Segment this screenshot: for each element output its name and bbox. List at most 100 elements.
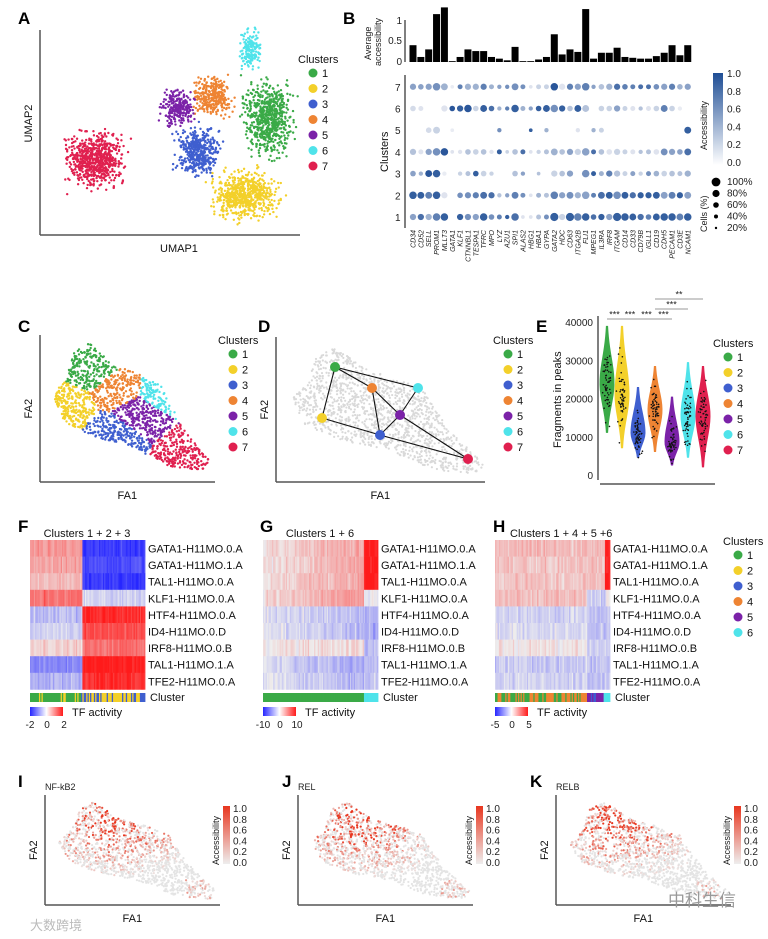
fa-c-point-c1 xyxy=(68,369,71,372)
umap-point-c5 xyxy=(193,117,196,121)
umap-point-c5 xyxy=(170,110,174,113)
dot-CD33-c6 xyxy=(630,106,636,111)
dot-NCAM1-c2 xyxy=(684,191,692,199)
umap-point-c6 xyxy=(247,47,250,50)
umap-point-c1 xyxy=(274,112,277,116)
umap-point-c2 xyxy=(266,207,269,210)
umap-point-c3 xyxy=(173,153,176,157)
umap-point-c3 xyxy=(204,156,207,160)
umap-point-c5 xyxy=(193,98,197,101)
umap-point-c7 xyxy=(101,146,105,150)
fa-c-point-c7 xyxy=(156,457,159,460)
fa-c-point-c3 xyxy=(99,420,102,423)
umap-point-c2 xyxy=(222,216,225,219)
fa-c-point-c4 xyxy=(121,382,125,385)
dot-HBG1-c6 xyxy=(528,106,533,111)
fa-c-point-c5 xyxy=(125,413,128,417)
fa-c-point-c5 xyxy=(128,410,131,413)
fa-c-point-c2 xyxy=(70,410,74,413)
umap-point-c7 xyxy=(88,154,91,157)
umap-point-c4 xyxy=(210,97,213,100)
umap-point-c1 xyxy=(273,159,276,162)
fa-c-point-c3 xyxy=(104,413,107,416)
dot-CD33-c4 xyxy=(630,149,636,155)
umap-point-c5 xyxy=(172,117,176,120)
umap-point-c1 xyxy=(263,98,267,101)
fa-c-point-c5 xyxy=(163,422,166,425)
umap-point-c5 xyxy=(182,103,186,106)
umap-point-c1 xyxy=(288,116,291,119)
umap-point-c3 xyxy=(194,138,198,142)
fa-c-point-c2 xyxy=(62,406,65,410)
umap-point-c1 xyxy=(273,148,276,151)
fa-c-point-c1 xyxy=(83,350,86,354)
umap-point-c7 xyxy=(112,179,116,182)
umap-point-c3 xyxy=(214,148,217,152)
umap-point-c4 xyxy=(214,100,218,103)
bar-IGLL1 xyxy=(645,58,652,62)
fa-c-point-c1 xyxy=(110,370,113,374)
fa-c-point-c2 xyxy=(64,412,67,415)
fa-c-point-c4 xyxy=(107,410,111,413)
fa-c-point-c3 xyxy=(139,445,143,449)
umap-point-c2 xyxy=(221,192,225,196)
umap-point-c2 xyxy=(275,206,278,210)
umap-point-c3 xyxy=(173,139,176,142)
umap-point-c7 xyxy=(105,158,108,162)
umap-point-c3 xyxy=(209,166,212,170)
umap-point-c6 xyxy=(246,36,250,40)
fa-c-point-c3 xyxy=(125,433,128,436)
umap-point-c6 xyxy=(249,43,253,47)
umap-point-c3 xyxy=(195,142,199,145)
umap-point-c2 xyxy=(262,185,266,188)
umap-point-c7 xyxy=(86,183,89,187)
fa-c-point-c5 xyxy=(148,403,151,406)
fa-c-point-c5 xyxy=(148,425,152,428)
umap-point-c7 xyxy=(105,155,109,159)
fa-c-point-c7 xyxy=(166,463,169,467)
fa-c-point-c3 xyxy=(83,430,87,434)
fa-c-point-c3 xyxy=(107,432,110,435)
umap-point-c7 xyxy=(88,165,91,168)
umap-point-c7 xyxy=(67,138,70,141)
umap-point-c7 xyxy=(110,179,113,182)
umap-point-c7 xyxy=(104,178,107,182)
bar-SELL xyxy=(425,49,433,62)
dot-MPEG1-c5 xyxy=(591,128,596,133)
fa-c-point-c4 xyxy=(122,394,125,397)
dot-CDH5-c1 xyxy=(660,213,668,221)
umap-point-c5 xyxy=(174,123,177,126)
umap-point-c2 xyxy=(244,201,248,204)
umap-point-c1 xyxy=(266,96,269,99)
dot-ITGA2B-c7 xyxy=(574,83,581,90)
umap-legend-label-7: 7 xyxy=(322,161,328,173)
umap-point-c4 xyxy=(213,75,216,79)
fa-c-point-c3 xyxy=(142,445,146,448)
fa-c-point-c4 xyxy=(111,398,115,402)
umap-point-c1 xyxy=(261,112,264,116)
umap-point-c1 xyxy=(264,148,267,151)
fa-c-point-c5 xyxy=(160,434,163,437)
umap-point-c6 xyxy=(240,53,244,56)
umap-point-c3 xyxy=(186,167,190,171)
umap-point-c7 xyxy=(78,151,82,154)
fa-c-point-c2 xyxy=(79,395,82,398)
umap-point-c2 xyxy=(242,181,245,184)
umap-point-c1 xyxy=(281,94,285,98)
fa-c-point-c2 xyxy=(60,389,64,393)
umap-point-c4 xyxy=(200,107,203,110)
umap-point-c3 xyxy=(195,161,198,165)
umap-point-c1 xyxy=(268,108,271,112)
fa-c-point-c5 xyxy=(150,426,154,430)
umap-point-c1 xyxy=(269,154,272,158)
fa-c-point-c4 xyxy=(118,368,121,372)
dot-AZU1-c7 xyxy=(505,84,510,89)
umap-point-c6 xyxy=(256,58,259,62)
umap-point-c2 xyxy=(224,181,228,185)
umap-point-c3 xyxy=(195,157,198,160)
umap-point-c2 xyxy=(267,182,270,185)
umap-point-c2 xyxy=(257,184,260,187)
umap-point-c6 xyxy=(248,49,251,53)
umap-point-c3 xyxy=(184,160,187,164)
